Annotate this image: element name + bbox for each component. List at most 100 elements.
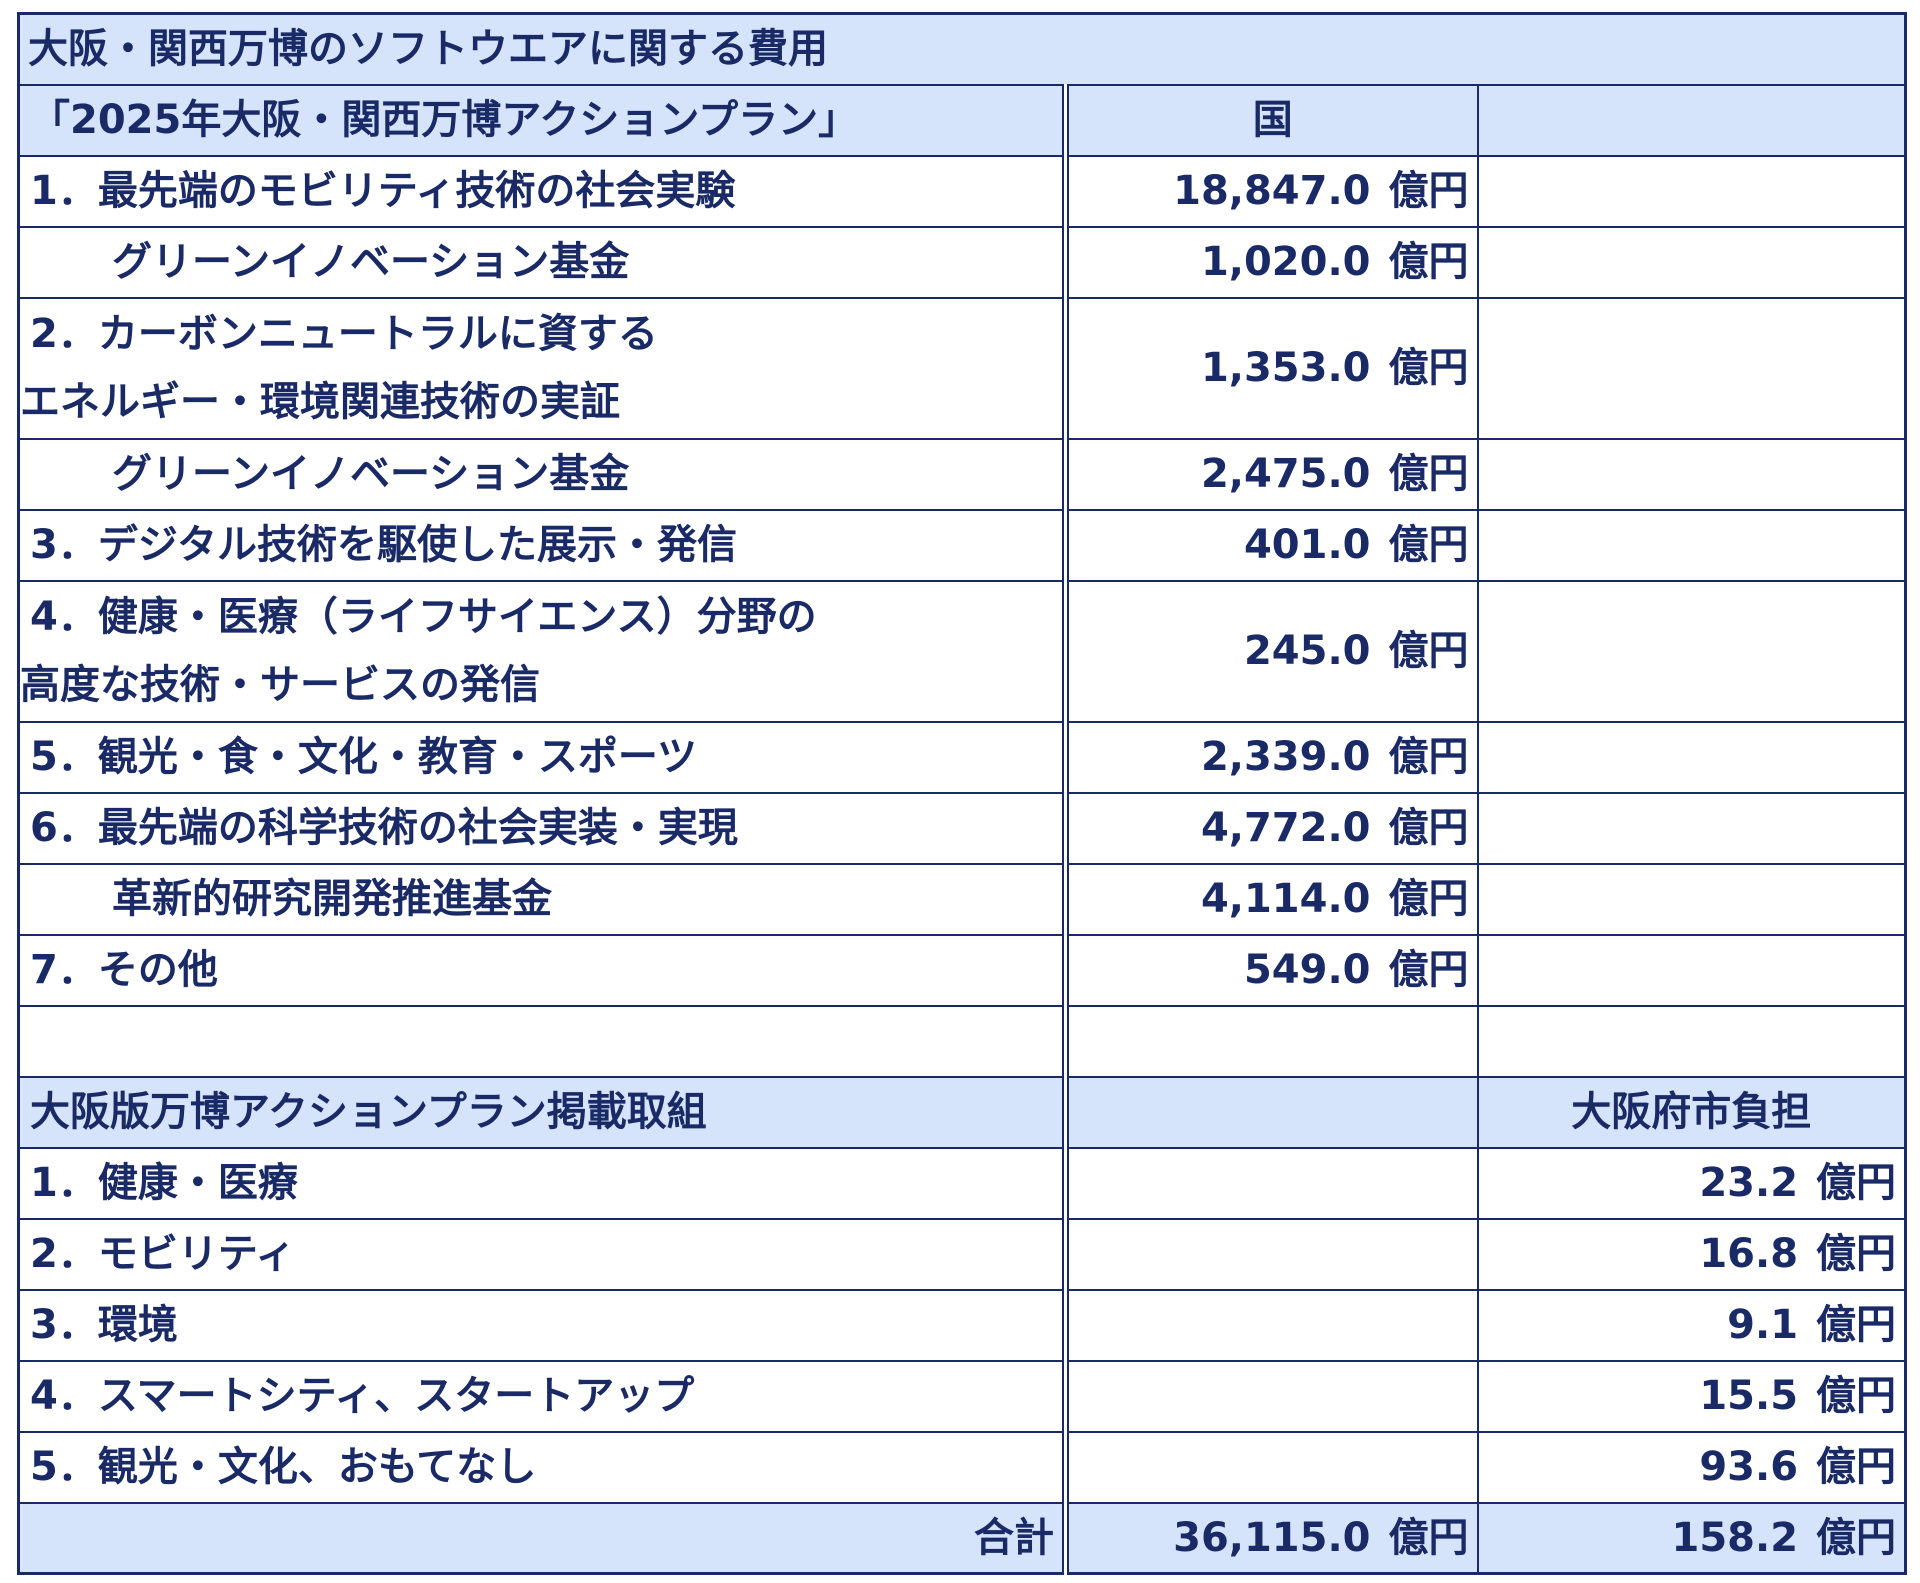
national-amount: 401.0 億円 [1064, 508, 1479, 582]
osaka-amount-empty [1476, 791, 1907, 865]
table-row: グリーンイノベーション基金 2,475.0 億円 [17, 437, 1907, 511]
amount-unit: 億円 [1816, 1231, 1897, 1277]
amount-value: 549.0 [1243, 947, 1371, 993]
row-label: 2．モビリティ [17, 1217, 1069, 1291]
table-row: 4．健康・医療（ライフサイエンス）分野の 高度な技術・サービスの発信 245.0… [17, 579, 1907, 723]
osaka-amount-empty [1476, 154, 1907, 228]
osaka-amount-empty [1476, 933, 1907, 1007]
row-label: 5．観光・文化、おもてなし [17, 1430, 1069, 1504]
col-national-header-empty [1064, 1075, 1479, 1149]
osaka-amount-empty [1476, 225, 1907, 299]
row-label-line1: 4．健康・医療（ライフサイエンス）分野の [30, 594, 817, 640]
amount-value: 4,114.0 [1200, 876, 1371, 922]
table-row: 3．環境 9.1 億円 [17, 1288, 1907, 1362]
osaka-amount: 16.8 億円 [1476, 1217, 1907, 1291]
table-row: 2．モビリティ 16.8 億円 [17, 1217, 1907, 1291]
amount-value: 23.2 [1699, 1160, 1799, 1206]
table-title: 大阪・関西万博のソフトウエアに関する費用 [17, 12, 1907, 86]
row-label: 5．観光・食・文化・教育・スポーツ [17, 720, 1069, 794]
row-label: 1．健康・医療 [17, 1146, 1069, 1220]
amount-value: 245.0 [1243, 628, 1371, 674]
total-osaka-amount: 158.2 億円 [1476, 1501, 1907, 1575]
table-row: グリーンイノベーション基金 1,020.0 億円 [17, 225, 1907, 299]
total-national-value: 36,115.0 [1173, 1514, 1371, 1561]
amount-value: 16.8 [1699, 1231, 1799, 1277]
amount-unit: 億円 [1388, 239, 1469, 285]
osaka-amount-empty [1476, 508, 1907, 582]
osaka-amount-empty [1476, 862, 1907, 936]
col-osaka-header-empty [1476, 83, 1907, 157]
table-row: 6．最先端の科学技術の社会実装・実現 4,772.0 億円 [17, 791, 1907, 865]
row-label-line2: 高度な技術・サービスの発信 [20, 662, 541, 708]
amount-value: 4,772.0 [1200, 805, 1371, 851]
osaka-amount: 15.5 億円 [1476, 1359, 1907, 1433]
table-row: 4．スマートシティ、スタートアップ 15.5 億円 [17, 1359, 1907, 1433]
amount-unit: 億円 [1388, 345, 1469, 391]
amount-unit: 億円 [1388, 628, 1469, 674]
total-national-amount: 36,115.0 億円 [1064, 1501, 1479, 1575]
table-row: 1．最先端のモビリティ技術の社会実験 18,847.0 億円 [17, 154, 1907, 228]
empty-cell [1064, 1004, 1479, 1078]
amount-unit: 億円 [1388, 1514, 1469, 1561]
osaka-amount-empty [1476, 296, 1907, 440]
row-label-line2: エネルギー・環境関連技術の実証 [20, 379, 621, 425]
amount-value: 2,475.0 [1200, 451, 1371, 497]
national-amount-empty [1064, 1288, 1479, 1362]
row-label: 2．カーボンニュートラルに資する エネルギー・環境関連技術の実証 [17, 296, 1069, 440]
amount-unit: 億円 [1388, 522, 1469, 568]
col-national-header: 国 [1064, 83, 1479, 157]
osaka-amount: 93.6 億円 [1476, 1430, 1907, 1504]
spacer-row [17, 1004, 1907, 1078]
amount-unit: 億円 [1816, 1514, 1897, 1561]
table-row: 3．デジタル技術を駆使した展示・発信 401.0 億円 [17, 508, 1907, 582]
amount-unit: 億円 [1816, 1444, 1897, 1490]
empty-cell [17, 1004, 1069, 1078]
row-label: グリーンイノベーション基金 [17, 437, 1069, 511]
col-osaka-header: 大阪府市負担 [1476, 1075, 1907, 1149]
row-label-line1: 2．カーボンニュートラルに資する [30, 311, 658, 357]
national-amount-empty [1064, 1359, 1479, 1433]
national-amount-empty [1064, 1430, 1479, 1504]
table-row: 5．観光・文化、おもてなし 93.6 億円 [17, 1430, 1907, 1504]
national-section-header: 「2025年大阪・関西万博アクションプラン」 [17, 83, 1069, 157]
national-amount: 549.0 億円 [1064, 933, 1479, 1007]
osaka-amount-empty [1476, 437, 1907, 511]
amount-value: 1,020.0 [1200, 239, 1371, 285]
national-amount: 2,339.0 億円 [1064, 720, 1479, 794]
amount-value: 93.6 [1699, 1444, 1799, 1490]
amount-unit: 億円 [1388, 876, 1469, 922]
amount-unit: 億円 [1388, 451, 1469, 497]
empty-cell [1476, 1004, 1907, 1078]
table-row: 1．健康・医療 23.2 億円 [17, 1146, 1907, 1220]
osaka-amount-empty [1476, 579, 1907, 723]
title-row: 大阪・関西万博のソフトウエアに関する費用 [17, 12, 1907, 86]
national-amount: 4,114.0 億円 [1064, 862, 1479, 936]
osaka-amount: 9.1 億円 [1476, 1288, 1907, 1362]
national-amount: 18,847.0 億円 [1064, 154, 1479, 228]
amount-unit: 億円 [1388, 734, 1469, 780]
amount-value: 1,353.0 [1200, 345, 1371, 391]
national-amount-empty [1064, 1217, 1479, 1291]
amount-unit: 億円 [1388, 947, 1469, 993]
national-header-row: 「2025年大阪・関西万博アクションプラン」 国 [17, 83, 1907, 157]
national-amount: 1,353.0 億円 [1064, 296, 1479, 440]
row-label: 4．スマートシティ、スタートアップ [17, 1359, 1069, 1433]
row-label: 7．その他 [17, 933, 1069, 1007]
national-amount: 4,772.0 億円 [1064, 791, 1479, 865]
row-label: 3．環境 [17, 1288, 1069, 1362]
amount-unit: 億円 [1816, 1373, 1897, 1419]
total-label: 合計 [17, 1501, 1069, 1575]
table-row: 7．その他 549.0 億円 [17, 933, 1907, 1007]
amount-value: 9.1 [1727, 1302, 1799, 1348]
amount-value: 2,339.0 [1200, 734, 1371, 780]
cost-table: 大阪・関西万博のソフトウエアに関する費用 「2025年大阪・関西万博アクションプ… [17, 12, 1908, 1575]
table-row: 2．カーボンニュートラルに資する エネルギー・環境関連技術の実証 1,353.0… [17, 296, 1907, 440]
total-row: 合計 36,115.0 億円 158.2 億円 [17, 1501, 1907, 1575]
national-amount: 2,475.0 億円 [1064, 437, 1479, 511]
amount-value: 15.5 [1699, 1373, 1799, 1419]
national-amount: 245.0 億円 [1064, 579, 1479, 723]
amount-unit: 億円 [1388, 168, 1469, 214]
osaka-amount-empty [1476, 720, 1907, 794]
row-label: グリーンイノベーション基金 [17, 225, 1069, 299]
national-amount: 1,020.0 億円 [1064, 225, 1479, 299]
